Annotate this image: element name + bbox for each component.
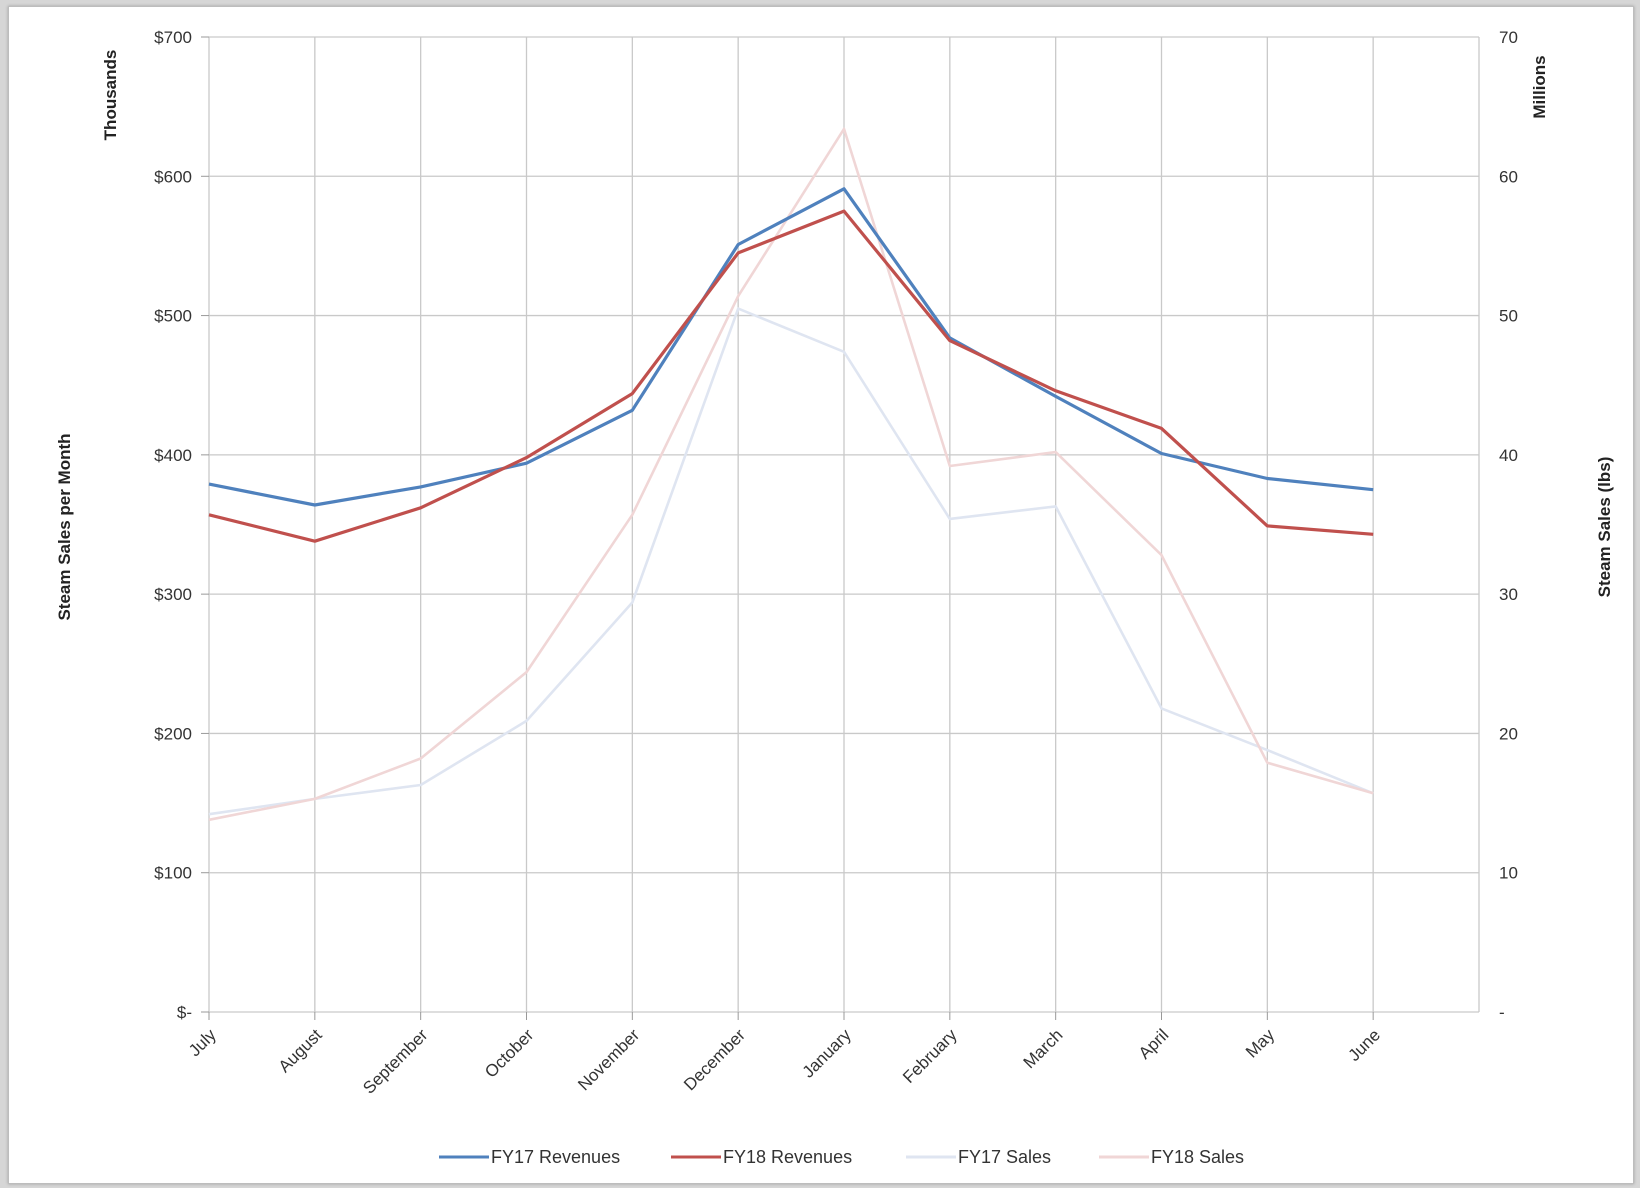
x-tick-label: June <box>1344 1025 1384 1065</box>
legend-label: FY17 Sales <box>958 1147 1051 1167</box>
x-tick-label: August <box>275 1025 326 1076</box>
x-tick-label: November <box>574 1025 643 1094</box>
left-tick-label: $700 <box>154 28 192 47</box>
right-axis-label: Steam Sales (lbs) <box>1595 457 1614 598</box>
x-tick-label: January <box>799 1025 856 1082</box>
right-tick-label: - <box>1499 1003 1505 1022</box>
left-tick-label: $200 <box>154 724 192 743</box>
right-tick-label: 10 <box>1499 864 1518 883</box>
series-line-fy17-sales <box>208 307 1374 816</box>
chart-frame: $- $100 $200 $300 $400 $500 $600 $700 - 10 20 30 40… <box>8 6 1634 1184</box>
x-tick-label: September <box>359 1025 431 1097</box>
right-tick-label: 70 <box>1499 28 1518 47</box>
right-axis-ticks: - 10 20 30 40 50 60 70 <box>1499 28 1518 1022</box>
legend-label: FY18 Sales <box>1151 1147 1244 1167</box>
x-tick-label: February <box>899 1025 961 1087</box>
left-tick-label: $- <box>177 1003 192 1022</box>
left-tick-label: $100 <box>154 864 192 883</box>
right-tick-label: 50 <box>1499 307 1518 326</box>
chart-svg: $- $100 $200 $300 $400 $500 $600 $700 - 10 20 30 40… <box>55 28 1614 1167</box>
x-tick-label: May <box>1242 1025 1278 1061</box>
left-axis-unit: Thousands <box>101 50 120 141</box>
grid-lines <box>208 36 1480 1013</box>
right-tick-label: 30 <box>1499 585 1518 604</box>
legend: FY17 Revenues FY18 Revenues FY17 Sales FY18… <box>439 1147 1244 1167</box>
legend-label: FY17 Revenues <box>491 1147 620 1167</box>
series-line-fy17-revenues <box>208 187 1374 507</box>
left-tick-label: $600 <box>154 167 192 186</box>
x-tick-label: December <box>680 1025 749 1094</box>
x-tick-label: October <box>481 1025 537 1081</box>
x-tick-label: July <box>185 1025 220 1060</box>
legend-label: FY18 Revenues <box>723 1147 852 1167</box>
x-axis-ticks: July August September October November Decemb… <box>185 1012 1384 1098</box>
left-axis-label: Steam Sales per Month <box>55 433 74 620</box>
series-line-fy18-revenues <box>208 209 1374 543</box>
series-lines <box>208 127 1374 822</box>
left-tick-label: $300 <box>154 585 192 604</box>
x-tick-label: April <box>1135 1025 1172 1062</box>
series-line-fy18-sales <box>208 127 1374 822</box>
left-tick-label: $400 <box>154 446 192 465</box>
left-tick-label: $500 <box>154 307 192 326</box>
right-tick-label: 60 <box>1499 167 1518 186</box>
left-axis-ticks: $- $100 $200 $300 $400 $500 $600 $700 <box>154 28 209 1022</box>
x-tick-label: March <box>1020 1025 1067 1072</box>
right-tick-label: 40 <box>1499 446 1518 465</box>
right-axis-unit: Millions <box>1530 55 1549 118</box>
right-tick-label: 20 <box>1499 724 1518 743</box>
